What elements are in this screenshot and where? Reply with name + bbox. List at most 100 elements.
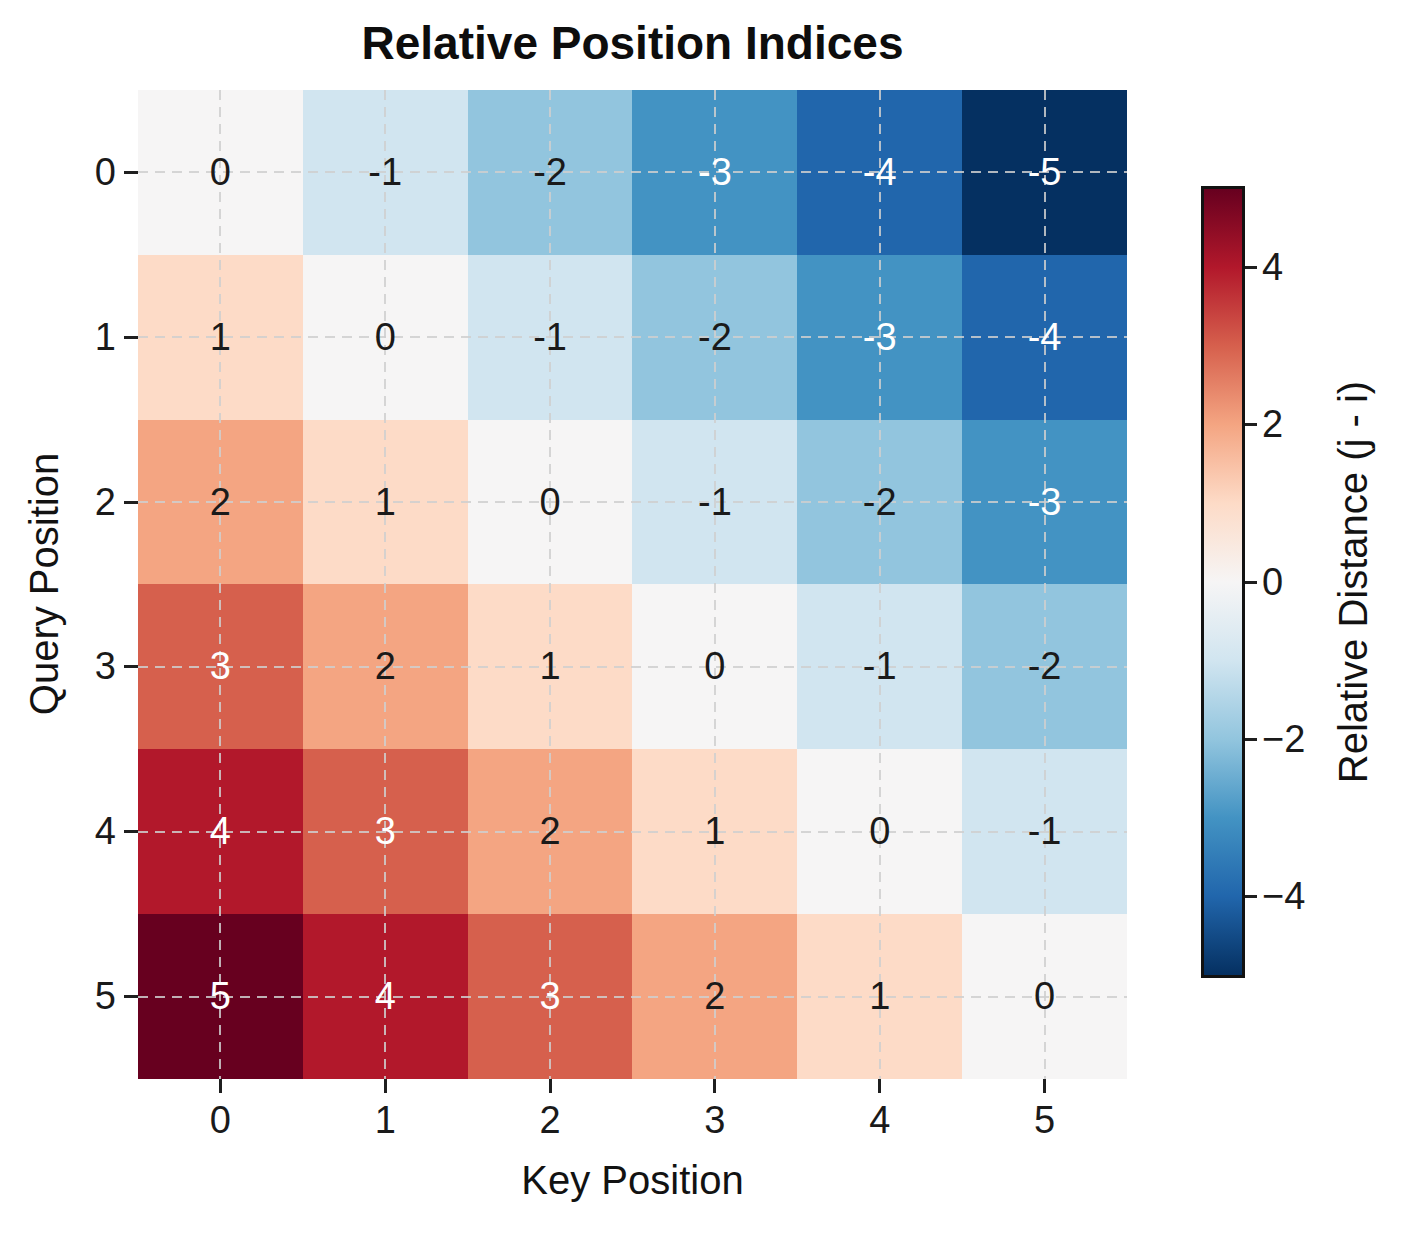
y-tick-label: 5 (30, 975, 116, 1019)
x-tick-mark (219, 1079, 222, 1093)
cell-value: 4 (210, 810, 231, 853)
y-tick-mark (124, 336, 138, 339)
heatmap-cell: 0 (138, 90, 303, 255)
heatmap-cell: 0 (303, 255, 468, 420)
heatmap-cell: -3 (632, 90, 797, 255)
heatmap-cell: -2 (632, 255, 797, 420)
x-tick-label: 3 (670, 1098, 760, 1142)
heatmap-cell: -2 (797, 420, 962, 585)
cell-value: 5 (210, 975, 231, 1018)
cell-value: -1 (533, 316, 567, 359)
cell-value: 1 (540, 645, 561, 688)
heatmap-cell: 0 (797, 749, 962, 914)
colorbar-label: Relative Distance (j - i) (1331, 381, 1376, 783)
heatmap-cell: 1 (303, 420, 468, 585)
y-tick-mark (124, 501, 138, 504)
cell-value: -1 (863, 645, 897, 688)
x-tick-mark (878, 1079, 881, 1093)
heatmap-plot-area: 0 -1 -2 -3 -4 -5 1 0 -1 -2 -3 -4 2 1 0 -1 -2 -3 3 2 1 0 -1 -2 4 3… (138, 90, 1127, 1079)
colorbar-tick-mark (1245, 895, 1257, 898)
heatmap-cell: -1 (962, 749, 1127, 914)
y-tick-label: 0 (30, 150, 116, 194)
cell-value: 3 (540, 975, 561, 1018)
heatmap-cell: -5 (962, 90, 1127, 255)
colorbar-tick-mark (1245, 266, 1257, 269)
cell-value: 1 (869, 975, 890, 1018)
cell-value: -2 (1028, 645, 1062, 688)
cell-value: 0 (375, 316, 396, 359)
cell-value: -3 (698, 151, 732, 194)
x-tick-mark (384, 1079, 387, 1093)
cell-value: -2 (698, 316, 732, 359)
cell-value: 2 (210, 481, 231, 524)
heatmap-cell: 1 (632, 749, 797, 914)
heatmap-cell: 0 (468, 420, 633, 585)
cell-value: 0 (704, 645, 725, 688)
heatmap-cell: 3 (138, 584, 303, 749)
y-tick-mark (124, 665, 138, 668)
heatmap-cell: -1 (468, 255, 633, 420)
heatmap-cell: 4 (138, 749, 303, 914)
heatmap-cell: -3 (797, 255, 962, 420)
cell-value: 2 (704, 975, 725, 1018)
heatmap: 0 -1 -2 -3 -4 -5 1 0 -1 -2 -3 -4 2 1 0 -1 -2 -3 3 2 1 0 -1 -2 4 3… (138, 90, 1127, 1079)
heatmap-cell: 2 (632, 914, 797, 1079)
cell-value: 2 (375, 645, 396, 688)
cell-value: -1 (368, 151, 402, 194)
cell-value: -3 (1028, 481, 1062, 524)
cell-value: 1 (375, 481, 396, 524)
heatmap-cell: 5 (138, 914, 303, 1079)
heatmap-cell: 4 (303, 914, 468, 1079)
x-tick-label: 1 (340, 1098, 430, 1142)
y-tick-mark (124, 995, 138, 998)
colorbar-tick-label: −4 (1262, 874, 1372, 918)
cell-value: 3 (375, 810, 396, 853)
cell-value: 0 (210, 151, 231, 194)
figure-canvas: Relative Position Indices 0 -1 -2 -3 -4 -5 1 0 -… (0, 0, 1402, 1234)
cell-value: 0 (869, 810, 890, 853)
heatmap-cell: 3 (303, 749, 468, 914)
x-tick-label: 4 (835, 1098, 925, 1142)
cell-value: -5 (1028, 151, 1062, 194)
cell-value: 2 (540, 810, 561, 853)
y-tick-mark (124, 830, 138, 833)
heatmap-cell: 2 (303, 584, 468, 749)
cell-value: -2 (863, 481, 897, 524)
cell-value: 0 (540, 481, 561, 524)
y-tick-label: 4 (30, 810, 116, 854)
heatmap-cell: -2 (962, 584, 1127, 749)
heatmap-cell: -2 (468, 90, 633, 255)
heatmap-cell: 0 (962, 914, 1127, 1079)
cell-value: -4 (1028, 316, 1062, 359)
cell-value: 0 (1034, 975, 1055, 1018)
cell-value: -1 (1028, 810, 1062, 853)
x-tick-label: 2 (505, 1098, 595, 1142)
x-axis-label: Key Position (138, 1158, 1127, 1203)
colorbar-tick-label: 4 (1262, 246, 1372, 290)
heatmap-cell: 2 (468, 749, 633, 914)
cell-value: -4 (863, 151, 897, 194)
cell-value: -1 (698, 481, 732, 524)
cell-value: -2 (533, 151, 567, 194)
cell-value: -3 (863, 316, 897, 359)
heatmap-cell: -1 (303, 90, 468, 255)
heatmap-cell: 1 (797, 914, 962, 1079)
cell-value: 4 (375, 975, 396, 1018)
heatmap-cell: -1 (632, 420, 797, 585)
heatmap-cell: 2 (138, 420, 303, 585)
heatmap-cell: 1 (468, 584, 633, 749)
x-tick-mark (549, 1079, 552, 1093)
cell-value: 1 (704, 810, 725, 853)
colorbar (1201, 186, 1245, 978)
x-tick-label: 0 (175, 1098, 265, 1142)
heatmap-cell: -1 (797, 584, 962, 749)
cell-value: 3 (210, 645, 231, 688)
heatmap-cell: -4 (797, 90, 962, 255)
heatmap-cell: 3 (468, 914, 633, 1079)
x-tick-label: 5 (1000, 1098, 1090, 1142)
colorbar-tick-mark (1245, 423, 1257, 426)
colorbar-tick-mark (1245, 581, 1257, 584)
chart-title: Relative Position Indices (138, 16, 1127, 70)
y-axis-label: Query Position (22, 453, 67, 715)
cell-value: 1 (210, 316, 231, 359)
